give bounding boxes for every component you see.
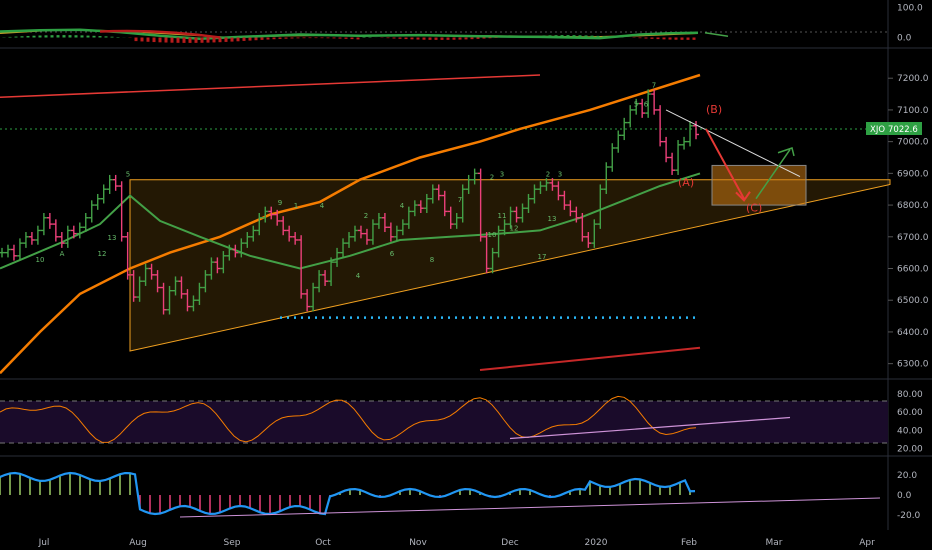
date-tick-label: Jul — [38, 538, 50, 548]
date-tick-label: Nov — [409, 538, 427, 548]
last-price-value: 7022.6 — [888, 125, 918, 135]
count-label: 2 — [490, 174, 494, 182]
date-tick-label: Dec — [501, 538, 518, 548]
recovery-arrowhead — [777, 147, 795, 157]
momentum-tick-label: 20.0 — [897, 471, 917, 481]
count-label: 2 — [546, 171, 550, 179]
wave-label: (B) — [706, 103, 722, 116]
price-tick-label: 6400.0 — [897, 328, 929, 338]
momentum-tick-label: -20.0 — [897, 511, 921, 521]
count-label: 5 — [634, 101, 638, 109]
count-label: 5 — [126, 171, 130, 179]
oscillator-panel — [0, 28, 729, 43]
momentum-line — [0, 471, 696, 516]
slow-moving-average — [0, 73, 701, 375]
momentum-panel — [0, 471, 881, 518]
price-tick-label: 6900.0 — [897, 169, 929, 179]
count-label: 7 — [652, 82, 656, 90]
price-tick-label: 6500.0 — [897, 296, 929, 306]
count-label: A — [60, 250, 65, 258]
rsi-tick-label: 20.00 — [897, 444, 923, 454]
lower-red-trendline — [479, 346, 701, 371]
count-label: 12 — [510, 224, 519, 232]
count-label: 10 — [488, 231, 497, 239]
count-label: 7 — [458, 196, 462, 204]
osc-tick-label: 100.0 — [897, 4, 923, 14]
osc-tick-label: 0.0 — [897, 34, 912, 44]
projection-trendline — [665, 109, 801, 177]
wave-label: (A) — [678, 176, 694, 189]
date-tick-label: Oct — [315, 538, 331, 548]
count-label: 4 — [356, 272, 361, 280]
price-tick-label: 7100.0 — [897, 106, 929, 116]
wave-label: (C) — [746, 201, 762, 214]
price-tick-label: 6700.0 — [897, 233, 929, 243]
count-label: 4 — [400, 202, 405, 210]
price-tick-label: 7000.0 — [897, 138, 929, 148]
triangle-pattern — [129, 179, 891, 352]
price-tick-label: 6600.0 — [897, 265, 929, 275]
price-tick-label: 6800.0 — [897, 201, 929, 211]
rsi-band-fill — [0, 401, 888, 443]
date-tick-label: 2020 — [585, 538, 608, 548]
count-label: 3 — [558, 171, 562, 179]
recovery-arrow — [755, 149, 791, 200]
count-label: 9 — [278, 199, 282, 207]
count-label: 6 — [644, 101, 649, 109]
count-label: 6 — [390, 250, 395, 258]
price-tick-label: 7200.0 — [897, 74, 929, 84]
count-label: 8 — [430, 256, 434, 264]
last-price-badge-bg — [866, 122, 922, 135]
wave-c-arrowhead — [735, 191, 751, 202]
axes: 7200.07100.07000.06900.06800.06700.06600… — [38, 4, 929, 549]
target-zone-box — [711, 164, 807, 206]
rsi-tick-label: 60.00 — [897, 408, 923, 418]
rsi-trendline — [509, 416, 791, 440]
osc-projection-arrow — [704, 31, 729, 38]
momentum-trendline — [179, 497, 881, 518]
count-label: 13 — [548, 215, 557, 223]
count-label: 13 — [108, 234, 117, 242]
count-label: 1 — [294, 202, 298, 210]
price-tick-label: 6300.0 — [897, 360, 929, 370]
count-label: 2 — [364, 212, 368, 220]
rsi-line — [0, 395, 697, 443]
upper-red-trendline — [0, 74, 541, 98]
momentum-tick-label: 0.0 — [897, 491, 912, 501]
date-tick-label: Aug — [129, 538, 147, 548]
date-tick-label: Sep — [224, 538, 241, 548]
date-tick-label: Mar — [766, 538, 783, 548]
count-label: 3 — [500, 171, 504, 179]
symbol-label: XJO — [870, 125, 885, 135]
rsi-panel — [0, 395, 791, 443]
count-label: 12 — [98, 250, 107, 258]
date-tick-label: Feb — [681, 538, 697, 548]
osc-bear-segment — [99, 29, 221, 39]
count-label: 11 — [498, 212, 507, 220]
date-tick-label: Apr — [859, 538, 875, 548]
fast-moving-average — [0, 172, 701, 270]
last-price-badge: XJO 7022.6 — [866, 122, 922, 135]
count-label: 17 — [538, 253, 547, 261]
count-label: 10 — [36, 256, 45, 264]
rsi-tick-label: 80.00 — [897, 390, 923, 400]
wave-c-arrow — [705, 128, 745, 200]
rsi-tick-label: 40.00 — [897, 426, 923, 436]
count-label: 4 — [320, 202, 325, 210]
